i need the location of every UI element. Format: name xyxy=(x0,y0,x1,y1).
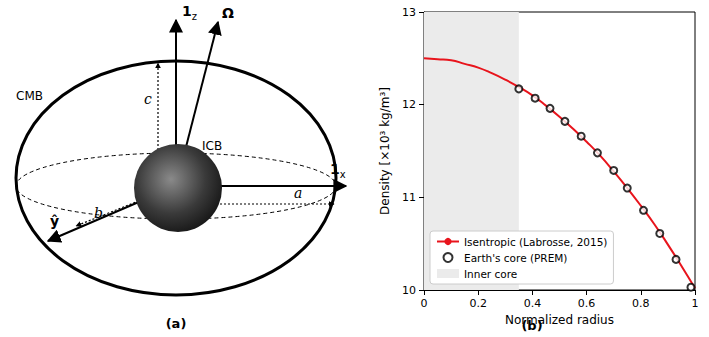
svg-text:Inner core: Inner core xyxy=(464,268,517,280)
svg-text:b: b xyxy=(94,205,103,221)
svg-text:CMB: CMB xyxy=(16,89,43,103)
svg-text:Earth's core (PREM): Earth's core (PREM) xyxy=(464,252,567,264)
svg-text:1x: 1x xyxy=(330,161,346,180)
svg-text:c: c xyxy=(144,91,152,107)
svg-text:11: 11 xyxy=(402,191,416,204)
svg-text:12: 12 xyxy=(402,98,416,111)
svg-text:0.8: 0.8 xyxy=(632,297,650,310)
svg-text:Ω: Ω xyxy=(222,5,234,21)
svg-text:Density [×10³ kg/m³]: Density [×10³ kg/m³] xyxy=(378,87,392,215)
svg-text:Normalized radius: Normalized radius xyxy=(505,312,614,327)
svg-text:ICB: ICB xyxy=(202,139,222,153)
svg-text:13: 13 xyxy=(402,6,416,19)
svg-text:(b): (b) xyxy=(521,318,542,333)
svg-text:0.2: 0.2 xyxy=(469,297,487,310)
svg-text:0.4: 0.4 xyxy=(524,297,542,310)
svg-text:0.6: 0.6 xyxy=(578,297,596,310)
svg-text:1: 1 xyxy=(692,297,699,310)
svg-text:Isentropic (Labrosse, 2015): Isentropic (Labrosse, 2015) xyxy=(464,236,607,248)
svg-text:0: 0 xyxy=(421,297,428,310)
svg-text:ŷ: ŷ xyxy=(50,213,59,229)
svg-text:1z: 1z xyxy=(182,3,197,22)
svg-text:(a): (a) xyxy=(166,316,187,331)
svg-text:a: a xyxy=(294,185,302,201)
svg-text:10: 10 xyxy=(402,284,416,297)
